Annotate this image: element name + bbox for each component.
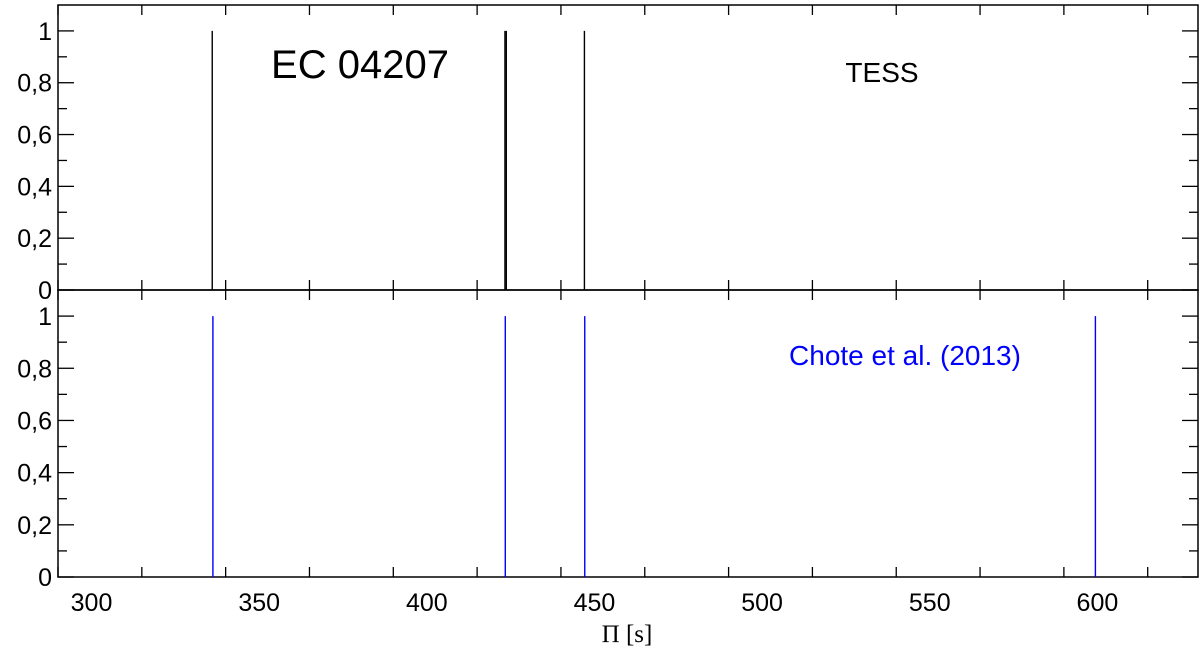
y-tick-label: 0,2	[17, 225, 52, 253]
y-tick-label: 0,4	[17, 173, 52, 201]
x-tick-label: 450	[574, 589, 616, 617]
plot-frame	[57, 4, 1199, 291]
x-tick-label: 550	[909, 589, 951, 617]
y-tick-label: 1	[38, 303, 52, 331]
y-tick-label: 0,2	[17, 512, 52, 540]
y-tick-label: 0,8	[17, 70, 52, 98]
x-tick-labels: 300 350 400 450 500 550 600	[71, 589, 1119, 617]
y-tick-label: 0,4	[17, 460, 52, 488]
y-tick-label: 1	[38, 18, 52, 46]
x-tick-label: 500	[741, 589, 783, 617]
x-tick-label: 400	[406, 589, 448, 617]
y-tick-label: 0,6	[17, 407, 52, 435]
x-tick-label: 300	[71, 589, 113, 617]
plot-frame	[57, 289, 1199, 578]
y-tick-label: 0,8	[17, 355, 52, 383]
x-tick-label: 600	[1077, 589, 1119, 617]
panel-chote: 0 0,2 0,4 0,6 0,8 1 Chote et al. (2013)	[17, 289, 1199, 592]
annotation-label: EC 04207	[271, 43, 449, 87]
y-tick-label: 0	[38, 564, 52, 592]
annotation-label: Chote et al. (2013)	[789, 340, 1021, 371]
x-tick-label: 350	[238, 589, 280, 617]
y-tick-label: 0	[38, 277, 52, 305]
y-tick-label: 0,6	[17, 122, 52, 150]
annotation-label: TESS	[845, 57, 918, 88]
x-axis-label: Π [s]	[602, 621, 653, 648]
panel-tess: 0 0,2 0,4 0,6 0,8 1 EC 04207 TESS	[17, 4, 1199, 305]
